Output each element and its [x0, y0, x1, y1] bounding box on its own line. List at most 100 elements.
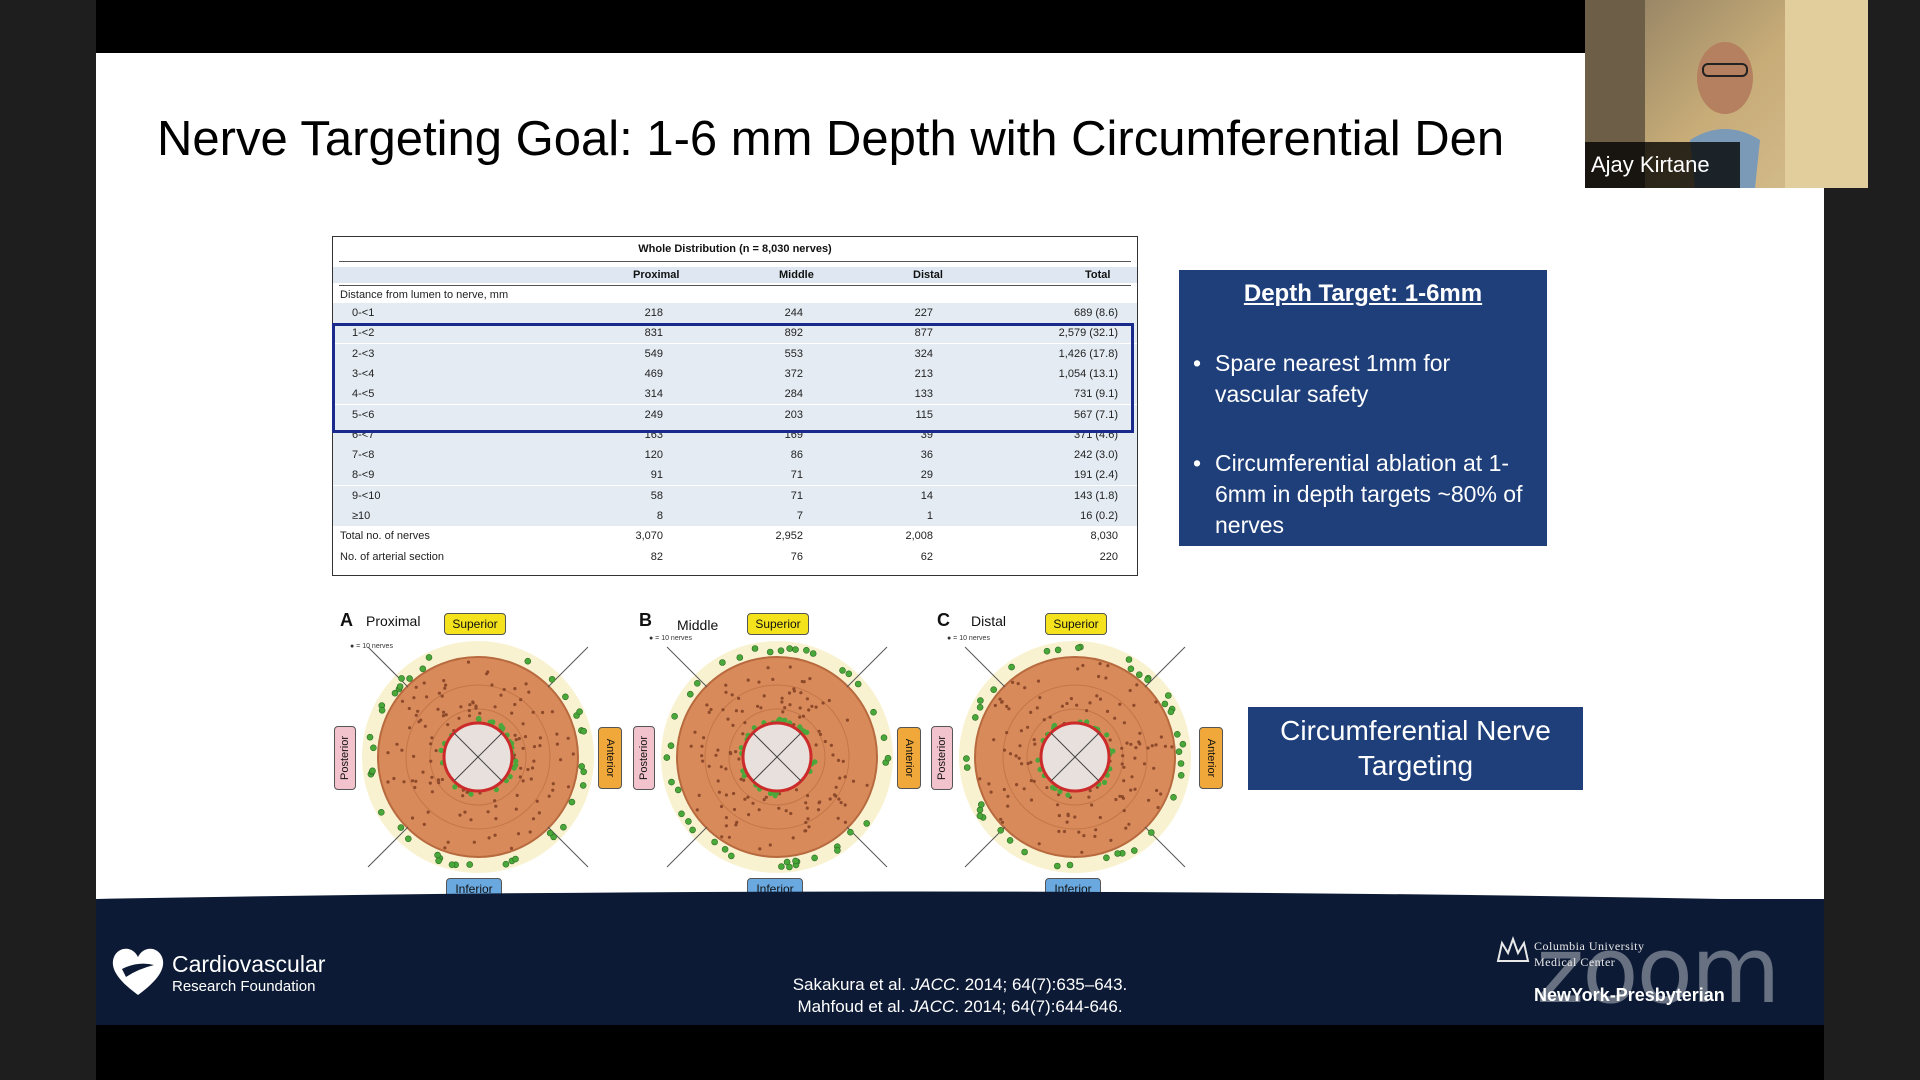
- bullet-vascular-safety: • Spare nearest 1mm for vascular safety: [1193, 348, 1537, 410]
- diagram-legend: ● = 10 nerves: [947, 635, 990, 642]
- citation-mahfoud: Mahfoud et al. JACC. 2014; 64(7):644-646…: [797, 997, 1123, 1016]
- table-cell-proximal: 3,070: [635, 530, 663, 543]
- table-cell-label: 2-<3: [352, 347, 375, 360]
- table-cell-distal: 14: [920, 489, 933, 502]
- table-row: ≥10 8 7 1 16 (0.2): [333, 506, 1137, 526]
- columbia-line-2: Medical Center: [1534, 955, 1616, 969]
- table-cell-total: 191 (2.4): [1073, 469, 1118, 482]
- table-cell-label: 9-<10: [352, 489, 381, 502]
- table-cell-total: 731 (9.1): [1073, 388, 1118, 401]
- table-cell-middle: 892: [784, 327, 803, 340]
- table-cell-total: 689 (8.6): [1073, 307, 1118, 319]
- citation-sakakura: Sakakura et al. JACC. 2014; 64(7):635–64…: [792, 975, 1128, 994]
- superior-label: Superior: [444, 613, 506, 635]
- columbia-line-1: Columbia University: [1534, 939, 1645, 953]
- table-cell-proximal: 469: [644, 367, 663, 380]
- table-row: 0-<1 218 244 227 689 (8.6): [333, 303, 1137, 323]
- table-cell-label: 5-<6: [352, 408, 375, 421]
- table-cell-proximal: 8: [656, 510, 663, 522]
- header-middle: Middle: [779, 269, 814, 281]
- superior-label: Superior: [1045, 613, 1107, 635]
- table-cell-label: 4-<5: [352, 388, 375, 401]
- diagram-segment-name: Distal: [971, 613, 1007, 629]
- posterior-label: Posterior: [633, 726, 655, 790]
- table-row: 5-<6 249 203 115 567 (7.1): [333, 404, 1137, 425]
- diagram-legend: ● = 10 nerves: [649, 635, 692, 642]
- table-cell-label: 1-<2: [352, 327, 375, 340]
- circ-box-line-2: Targeting: [1357, 750, 1474, 781]
- table-cell-middle: 372: [784, 367, 803, 380]
- shared-slide: Nerve Targeting Goal: 1-6 mm Depth with …: [96, 53, 1824, 1025]
- table-cell-middle: 86: [790, 449, 803, 462]
- table-cell-distal: 36: [920, 449, 933, 462]
- table-cell-proximal: 549: [644, 347, 663, 360]
- table-cell-total: 2,579 (32.1): [1058, 327, 1118, 340]
- table-cell-distal: 62: [920, 550, 933, 563]
- table-cell-total: 242 (3.0): [1073, 449, 1118, 462]
- bullet-text: Circumferential ablation at 1-6mm in dep…: [1215, 450, 1523, 538]
- table-cell-distal: 324: [914, 347, 933, 360]
- table-caption: Whole Distribution (n = 8,030 nerves): [638, 243, 832, 255]
- letterbox-bottom: [96, 1025, 1824, 1080]
- crf-name-line-1: Cardiovascular: [172, 951, 326, 977]
- table-cell-proximal: 120: [644, 449, 663, 462]
- table-row: 1-<2 831 892 877 2,579 (32.1): [333, 323, 1137, 344]
- table-row: 2-<3 549 553 324 1,426 (17.8): [333, 343, 1137, 364]
- header-total: Total: [1085, 269, 1111, 281]
- bullet-dot: •: [1193, 350, 1202, 376]
- table-cell-label: 0-<1: [352, 307, 375, 319]
- table-cell-total: 1,054 (13.1): [1058, 367, 1118, 380]
- depth-highlight-box: [332, 323, 1134, 433]
- artery-cross-section: [362, 641, 594, 873]
- table-cell-proximal: 91: [650, 469, 663, 482]
- artery-cross-section: [959, 641, 1191, 873]
- circ-box-line-1: Circumferential Nerve: [1280, 715, 1551, 746]
- table-cell-distal: 2,008: [905, 530, 933, 543]
- participant-video-tile[interactable]: Ajay Kirtane: [1585, 0, 1868, 188]
- table-rule: [339, 261, 1131, 262]
- table-cell-distal: 877: [914, 327, 933, 340]
- anterior-label: Anterior: [897, 727, 921, 789]
- table-cell-label: 7-<8: [352, 449, 375, 462]
- table-cell-proximal: 249: [644, 408, 663, 421]
- table-cell-label: No. of arterial section: [340, 550, 444, 563]
- table-rule: [339, 285, 1131, 286]
- table-cell-total: 16 (0.2): [1080, 510, 1118, 522]
- table-cell-middle: 203: [784, 408, 803, 421]
- artery-diagram-middle: B Middle ● = 10 nerves Superior Inferior…: [631, 607, 923, 917]
- posterior-label: Posterior: [931, 726, 953, 790]
- artery-diagram-proximal: A Proximal ● = 10 nerves Superior Inferi…: [332, 607, 624, 917]
- table-cell-middle: 284: [784, 388, 803, 401]
- diagram-segment-name: Middle: [677, 617, 719, 633]
- table-cell-distal: 133: [914, 388, 933, 401]
- table-cell-distal: 115: [915, 408, 933, 421]
- bullet-text: Spare nearest 1mm for vascular safety: [1215, 350, 1451, 407]
- slide-footer: Cardiovascular Research Foundation Sakak…: [96, 899, 1824, 1025]
- table-cell-proximal: 82: [650, 550, 663, 563]
- header-proximal: Proximal: [633, 269, 680, 281]
- table-cell-proximal: 58: [650, 489, 663, 502]
- circumferential-targeting-box: Circumferential Nerve Targeting: [1248, 707, 1583, 790]
- table-cell-middle: 244: [784, 307, 803, 319]
- table-row: 8-<9 91 71 29 191 (2.4): [333, 465, 1137, 486]
- table-cell-proximal: 314: [644, 388, 663, 401]
- table-cell-label: Total no. of nerves: [340, 530, 430, 543]
- artery-cross-section: [661, 641, 893, 873]
- table-cell-total: 567 (7.1): [1073, 408, 1118, 421]
- table-section-label: Distance from lumen to nerve, mm: [340, 289, 509, 301]
- depth-target-box: Depth Target: 1-6mm • Spare nearest 1mm …: [1179, 270, 1547, 546]
- header-distal: Distal: [913, 269, 943, 281]
- table-header-row: [333, 267, 1137, 283]
- zoom-watermark: zoom: [1536, 917, 1780, 1024]
- table-cell-total: 143 (1.8): [1073, 489, 1118, 502]
- table-row: 7-<8 120 86 36 242 (3.0): [333, 445, 1137, 466]
- bullet-dot: •: [1193, 450, 1202, 476]
- zoom-left-background: [0, 0, 96, 1080]
- participant-name-label: Ajay Kirtane: [1585, 142, 1740, 188]
- bullet-circumferential-ablation: • Circumferential ablation at 1-6mm in d…: [1193, 448, 1537, 541]
- table-cell-distal: 29: [920, 469, 933, 482]
- depth-target-heading: Depth Target: 1-6mm: [1243, 280, 1483, 307]
- table-cell-total: 8,030: [1090, 530, 1118, 543]
- nerve-distribution-table: Whole Distribution (n = 8,030 nerves) Pr…: [332, 236, 1138, 576]
- table-row: 4-<5 314 284 133 731 (9.1): [333, 384, 1137, 405]
